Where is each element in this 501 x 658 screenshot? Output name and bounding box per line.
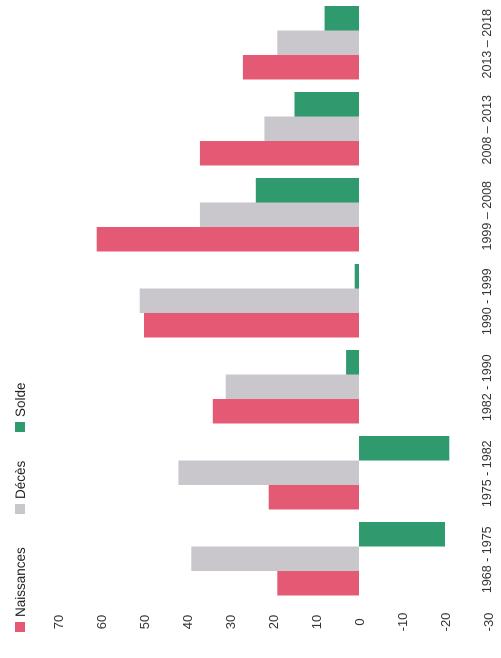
category-label: 1968 - 1975 <box>480 526 494 593</box>
category-label: 1975 - 1982 <box>480 440 494 507</box>
category-label: 2013 – 2018 <box>480 9 494 79</box>
legend-label: Solde <box>13 382 28 417</box>
category-label: 2008 – 2013 <box>480 95 494 165</box>
legend-swatch <box>15 422 25 432</box>
tick-label: -20 <box>438 613 453 632</box>
legend-label: Naissances <box>13 547 28 617</box>
bar-dcs <box>139 288 359 313</box>
bar-dcs <box>264 116 359 141</box>
tick-label: 30 <box>223 615 238 629</box>
legend-swatch <box>15 622 25 632</box>
bar-naissances <box>96 227 359 252</box>
bar-naissances <box>268 485 359 510</box>
bar-dcs <box>199 202 359 227</box>
bar-naissances <box>277 571 359 596</box>
bar-solde <box>359 522 445 547</box>
bar-naissances <box>144 313 359 338</box>
bar-solde <box>354 264 359 289</box>
tick-label: 20 <box>266 615 281 629</box>
category-label: 1999 – 2008 <box>480 181 494 251</box>
legend: Naissances Décès Solde <box>13 382 28 632</box>
tick-label: 60 <box>94 615 109 629</box>
tick-label: 40 <box>180 615 195 629</box>
bar-naissances <box>199 141 359 166</box>
category-label: 1982 - 1990 <box>480 354 494 421</box>
bar-solde <box>324 6 359 31</box>
bar-solde <box>294 92 359 117</box>
legend-label: Décès <box>13 460 28 499</box>
bar-dcs <box>178 460 359 485</box>
bars-group <box>96 6 450 596</box>
bar-dcs <box>225 374 359 399</box>
bar-dcs <box>277 30 359 55</box>
bar-naissances <box>212 399 359 424</box>
tick-label: 70 <box>51 615 66 629</box>
legend-swatch <box>15 504 25 514</box>
tick-label: 10 <box>309 615 324 629</box>
category-axis: 1968 - 1975 1975 - 1982 1982 - 1990 1990 - … <box>480 9 494 593</box>
category-label: 1990 - 1999 <box>480 268 494 335</box>
tick-label: -30 <box>481 613 496 632</box>
bar-solde <box>255 178 359 203</box>
bar-naissances <box>242 55 359 80</box>
bar-dcs <box>191 546 359 571</box>
bar-solde <box>346 350 359 375</box>
tick-label: 50 <box>137 615 152 629</box>
tick-label: -10 <box>395 613 410 632</box>
tick-label: 0 <box>352 618 367 625</box>
bar-solde <box>359 436 450 461</box>
value-axis: 70 60 50 40 30 20 10 0 -10 -20 -30 <box>51 613 496 632</box>
